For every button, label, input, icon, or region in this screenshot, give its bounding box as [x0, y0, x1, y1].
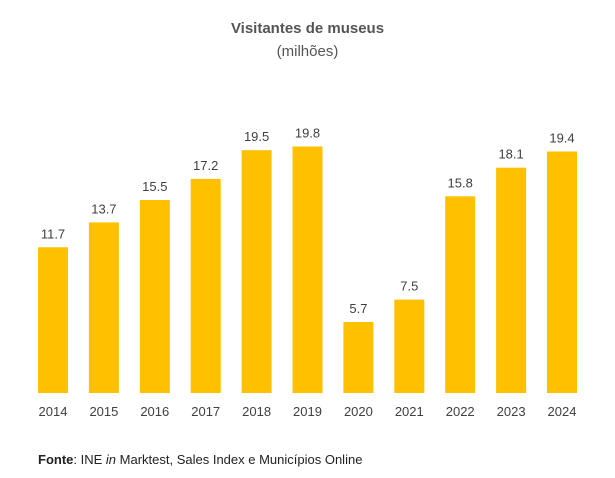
bar-2014: [38, 247, 68, 393]
bar-2024: [547, 151, 577, 393]
bar-2022: [445, 196, 476, 393]
data-label-2016: 15.5: [142, 179, 167, 194]
bar-2020: [343, 322, 374, 393]
x-tick-label-2014: 2014: [39, 404, 68, 419]
source-rest: Marktest, Sales Index e Municípios Onlin…: [116, 452, 363, 467]
chart-title: Visitantes de museus: [230, 20, 385, 37]
source-label: Fonte: [38, 452, 74, 467]
data-label-2023: 18.1: [498, 147, 523, 162]
bar-2016: [139, 200, 170, 393]
bar-2018: [241, 150, 272, 393]
data-label-2017: 17.2: [193, 158, 218, 173]
data-label-2024: 19.4: [549, 131, 574, 146]
x-tick-label-2016: 2016: [140, 404, 169, 419]
data-label-2014: 11.7: [41, 226, 65, 241]
data-label-2019: 19.8: [295, 126, 320, 141]
x-tick-label-2018: 2018: [242, 404, 271, 419]
x-tick-label-2023: 2023: [497, 404, 526, 419]
x-tick-label-2024: 2024: [548, 404, 577, 419]
data-label-2021: 7.5: [400, 279, 418, 294]
x-tick-label-2022: 2022: [446, 404, 475, 419]
x-tick-label-2019: 2019: [293, 404, 322, 419]
data-label-2022: 15.8: [448, 175, 473, 190]
source-note: Fonte: INE in Marktest, Sales Index e Mu…: [38, 452, 362, 467]
data-label-2018: 19.5: [244, 129, 269, 144]
bar-2023: [496, 167, 527, 393]
bar-2015: [88, 222, 119, 393]
x-tick-label-2021: 2021: [395, 404, 424, 419]
bar-2017: [190, 178, 221, 393]
source-prefix: : INE: [73, 452, 106, 467]
x-tick-label-2017: 2017: [191, 404, 220, 419]
bar-2021: [394, 299, 425, 393]
x-tick-label-2020: 2020: [344, 404, 373, 419]
source-in-word: in: [105, 452, 117, 467]
x-tick-label-2015: 2015: [89, 404, 118, 419]
chart-subtitle: (milhões): [276, 43, 339, 60]
data-label-2020: 5.7: [349, 301, 367, 316]
data-label-2015: 13.7: [91, 201, 116, 216]
bar-2019: [292, 146, 323, 393]
